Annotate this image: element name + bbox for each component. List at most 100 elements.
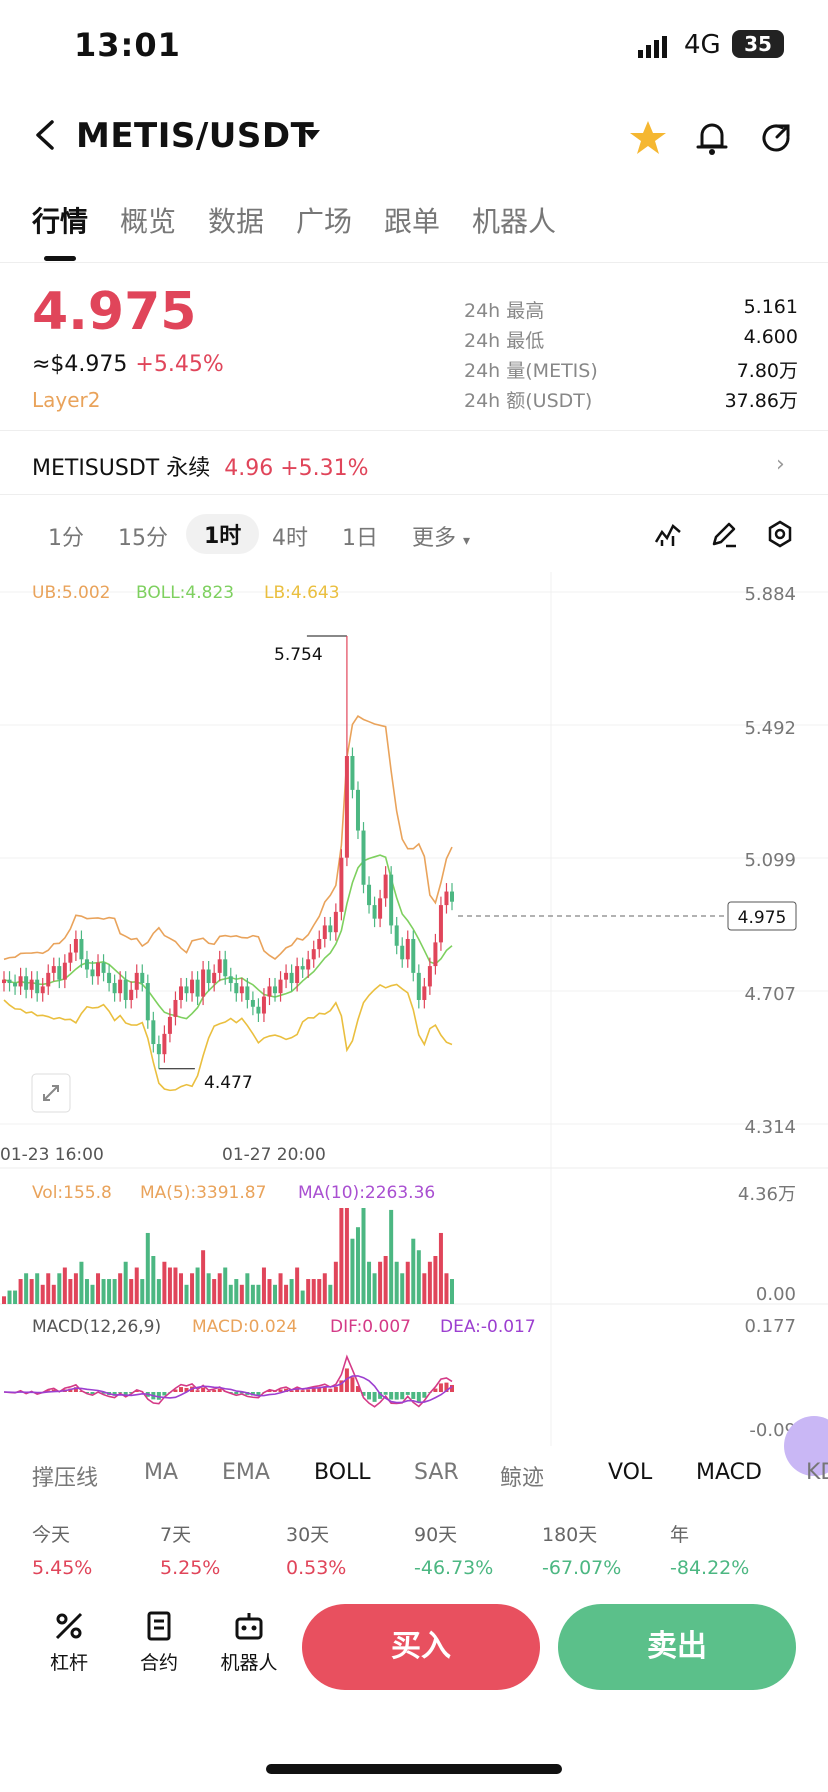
candle-body xyxy=(295,966,300,984)
ind-ema[interactable]: EMA xyxy=(222,1460,270,1485)
perf-label: 年 xyxy=(670,1524,690,1546)
candle-body xyxy=(234,983,239,994)
assistant-bot-icon[interactable] xyxy=(784,1416,828,1476)
indicator-icon[interactable] xyxy=(654,520,682,548)
star-icon[interactable] xyxy=(628,118,668,158)
volume-bar xyxy=(372,1273,377,1304)
buy-button[interactable]: 买入 xyxy=(302,1604,540,1690)
perp-change: +5.31% xyxy=(280,456,369,481)
perpetual-row[interactable]: METISUSDT 永续 4.96 +5.31% xyxy=(32,450,369,482)
volume-bar xyxy=(35,1273,40,1304)
nav-futures[interactable]: 合约 xyxy=(114,1610,204,1675)
macd-bar xyxy=(306,1389,311,1392)
tf-more[interactable]: 更多 ▾ xyxy=(412,520,470,552)
divider xyxy=(0,262,828,263)
macd-bar xyxy=(123,1392,128,1396)
macd-dea: DEA:-0.017 xyxy=(440,1317,536,1337)
candle-body xyxy=(378,898,383,919)
sell-button[interactable]: 卖出 xyxy=(558,1604,796,1690)
macd-bar xyxy=(367,1392,372,1400)
tf-1h[interactable]: 1时 xyxy=(186,514,260,554)
macd-bar xyxy=(411,1392,416,1399)
stat-label: 24h 最低 xyxy=(464,330,545,352)
category-tag[interactable]: Layer2 xyxy=(32,388,101,412)
draw-pen-icon[interactable] xyxy=(710,520,738,548)
back-icon[interactable] xyxy=(32,118,60,152)
ind-sar[interactable]: SAR xyxy=(414,1460,459,1485)
volume-bar xyxy=(284,1284,289,1304)
macd-bar xyxy=(239,1392,244,1394)
stat-value: 37.86万 xyxy=(724,390,798,412)
candle-body xyxy=(339,857,344,912)
chevron-down-icon[interactable] xyxy=(304,130,320,140)
share-icon[interactable] xyxy=(756,118,796,158)
bell-icon[interactable] xyxy=(692,118,732,158)
tf-15m[interactable]: 15分 xyxy=(118,526,168,551)
macd-bar xyxy=(267,1390,272,1392)
candle-body xyxy=(405,938,410,960)
price-chart[interactable]: UB:5.002 BOLL:4.823 LB:4.643 5.884 5.492… xyxy=(0,572,828,1446)
stat-value: 5.161 xyxy=(743,296,798,318)
ind-ma[interactable]: MA xyxy=(144,1460,179,1485)
y-tick: 4.314 xyxy=(744,1117,796,1138)
candle-body xyxy=(68,952,73,963)
volume-bar xyxy=(223,1267,228,1304)
candle-body xyxy=(411,938,416,973)
y-tick: 5.099 xyxy=(744,850,796,871)
tab-bot[interactable]: 机器人 xyxy=(472,205,557,238)
macd-bar xyxy=(195,1390,200,1392)
ind-macd[interactable]: MACD xyxy=(696,1460,762,1485)
stat-amount: 24h 额(USDT) 37.86万 xyxy=(464,386,798,416)
vol-ma5: MA(5):3391.87 xyxy=(140,1183,266,1203)
macd-bar xyxy=(333,1386,338,1392)
pair-title[interactable]: METIS/USDT xyxy=(76,116,315,156)
nav-margin[interactable]: 杠杆 xyxy=(24,1610,114,1675)
tf-1d[interactable]: 1日 xyxy=(342,526,378,551)
volume-bar xyxy=(361,1208,366,1304)
ind-boll[interactable]: BOLL xyxy=(314,1460,371,1485)
volume-bar xyxy=(427,1261,432,1304)
vol-label: Vol:155.8 xyxy=(32,1183,112,1203)
tab-data[interactable]: 数据 xyxy=(208,205,265,238)
perf-value: -67.07% xyxy=(542,1557,622,1579)
nav-bot[interactable]: 机器人 xyxy=(204,1610,294,1675)
contract-icon xyxy=(147,1611,171,1641)
candle-body xyxy=(444,891,449,906)
home-indicator[interactable] xyxy=(266,1764,562,1774)
ind-kd[interactable]: KD xyxy=(806,1460,828,1485)
ind-vol[interactable]: VOL xyxy=(608,1460,653,1485)
tab-copy-trade[interactable]: 跟单 xyxy=(384,205,441,238)
ind-whale[interactable]: 鲸迹 xyxy=(500,1466,545,1491)
nav-futures-label: 合约 xyxy=(139,1652,178,1674)
volume-bar xyxy=(350,1238,355,1304)
candle-body xyxy=(289,972,294,984)
volume-bar xyxy=(234,1279,239,1304)
volume-bar xyxy=(295,1267,300,1304)
volume-bar xyxy=(134,1267,139,1304)
volume-bar xyxy=(239,1284,244,1304)
leverage-icon xyxy=(55,1612,83,1640)
ind-support[interactable]: 撑压线 xyxy=(32,1466,99,1491)
volume-bar xyxy=(201,1250,206,1304)
settings-icon[interactable] xyxy=(766,520,794,548)
volume-bar xyxy=(261,1267,266,1304)
volume-bar xyxy=(311,1279,316,1304)
perf-30d: 30天 0.53% xyxy=(286,1520,406,1579)
candle-body xyxy=(416,972,421,1000)
candle-body xyxy=(79,938,84,960)
tf-1m[interactable]: 1分 xyxy=(48,526,84,551)
chevron-right-icon[interactable]: › xyxy=(776,452,785,477)
boll-mid: BOLL:4.823 xyxy=(136,583,234,603)
tab-square[interactable]: 广场 xyxy=(296,205,353,238)
volume-bar xyxy=(344,1208,349,1304)
volume-bar xyxy=(29,1279,34,1304)
tf-4h[interactable]: 4时 xyxy=(272,526,308,551)
volume-bar xyxy=(378,1261,383,1304)
tab-market[interactable]: 行情 xyxy=(32,205,89,238)
y-tick: 4.707 xyxy=(744,984,796,1005)
candle-body xyxy=(433,942,438,967)
candle-body xyxy=(96,962,101,977)
boll-ub: UB:5.002 xyxy=(32,583,111,603)
macd-bar xyxy=(383,1392,388,1395)
tab-overview[interactable]: 概览 xyxy=(120,205,177,238)
